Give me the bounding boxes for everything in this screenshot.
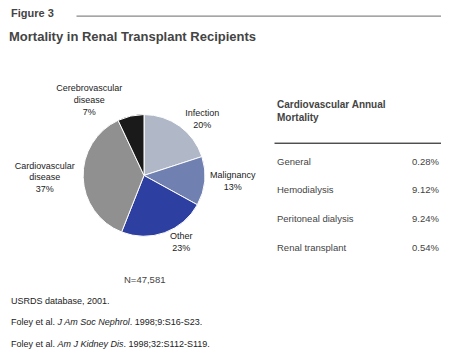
svg-text:9.12%: 9.12% xyxy=(412,184,439,195)
svg-text:Infection20%: Infection20% xyxy=(185,108,219,130)
svg-text:Foley et al. Am J Kidney Dis.: Foley et al. Am J Kidney Dis. 1998;32:S1… xyxy=(11,339,210,349)
svg-text:Figure 3: Figure 3 xyxy=(11,7,54,19)
svg-text:Cardiovascular AnnualMortality: Cardiovascular AnnualMortality xyxy=(277,99,386,123)
svg-text:Mortality in Renal Transplant: Mortality in Renal Transplant Recipients xyxy=(9,29,256,44)
svg-text:Cardiovasculardisease37%: Cardiovasculardisease37% xyxy=(15,161,75,194)
svg-text:0.28%: 0.28% xyxy=(412,156,439,167)
svg-text:General: General xyxy=(277,156,311,167)
svg-text:Peritoneal dialysis: Peritoneal dialysis xyxy=(277,213,354,224)
svg-text:N=47,581: N=47,581 xyxy=(124,274,165,285)
svg-text:USRDS database, 2001.: USRDS database, 2001. xyxy=(11,296,110,306)
svg-text:Cerebrovasculardisease7%: Cerebrovasculardisease7% xyxy=(56,83,122,116)
svg-text:Other23%: Other23% xyxy=(170,231,193,253)
svg-text:Foley et al. J Am Soc Nephrol.: Foley et al. J Am Soc Nephrol. 1998;9:S1… xyxy=(11,317,202,327)
svg-text:0.54%: 0.54% xyxy=(412,242,439,253)
svg-text:Hemodialysis: Hemodialysis xyxy=(277,184,334,195)
svg-text:9.24%: 9.24% xyxy=(412,213,439,224)
svg-text:Renal transplant: Renal transplant xyxy=(277,242,347,253)
svg-text:Malignancy13%: Malignancy13% xyxy=(210,170,256,192)
